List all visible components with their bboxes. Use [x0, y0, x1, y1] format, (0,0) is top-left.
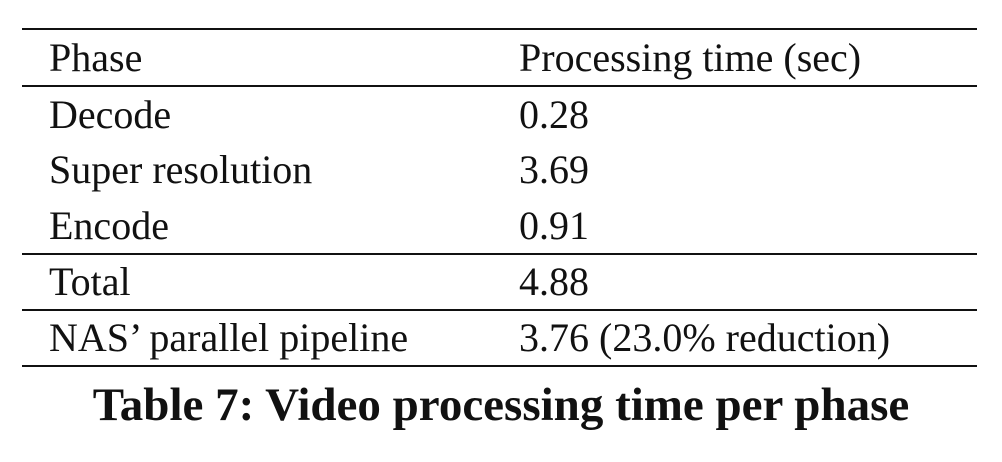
time-cell: 4.88 — [519, 259, 589, 304]
table-row: Super resolution 3.69 — [22, 142, 977, 198]
phase-cell: NAS’ parallel pipeline — [49, 315, 409, 360]
results-table-container: Phase Processing time (sec) Decode 0.28 … — [22, 28, 977, 367]
table-header-row: Phase Processing time (sec) — [22, 29, 977, 86]
phase-cell: Decode — [49, 91, 172, 137]
table-caption: Table 7: Video processing time per phase — [92, 379, 910, 431]
phase-cell: Encode — [49, 202, 169, 248]
header-phase: Phase — [49, 34, 143, 80]
phase-cell: Total — [49, 259, 131, 304]
table-row: Decode 0.28 — [22, 86, 977, 142]
phase-cell: Super resolution — [49, 147, 313, 192]
time-cell: 3.69 — [519, 147, 589, 192]
header-processing-time: Processing time (sec) — [519, 34, 862, 80]
table-row: Encode 0.91 — [22, 198, 977, 254]
time-cell: 0.28 — [519, 91, 589, 137]
time-cell: 3.76 (23.0% reduction) — [519, 315, 891, 360]
processing-time-table: Phase Processing time (sec) Decode 0.28 … — [22, 28, 977, 367]
table-row-pipeline: NAS’ parallel pipeline 3.76 (23.0% reduc… — [22, 310, 977, 366]
time-cell: 0.91 — [519, 202, 589, 248]
table-row-total: Total 4.88 — [22, 254, 977, 310]
